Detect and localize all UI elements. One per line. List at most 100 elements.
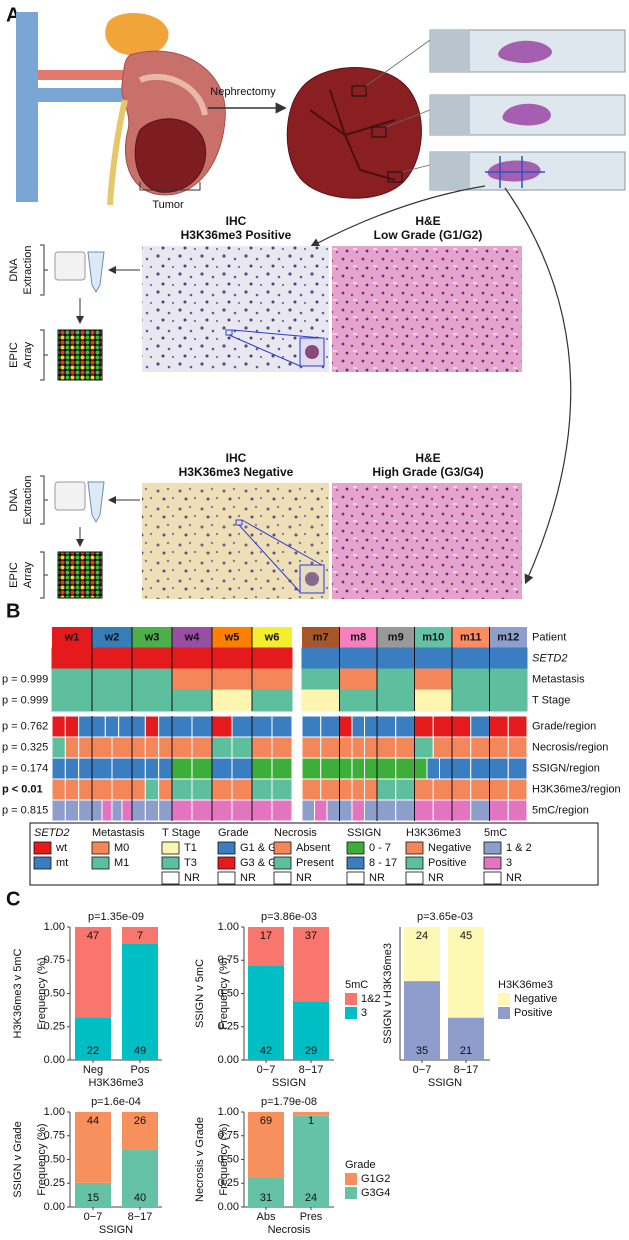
value-label: 42	[260, 1045, 272, 1057]
region-cell	[432, 799, 453, 822]
region-cell	[414, 715, 434, 738]
slide-label	[430, 152, 470, 190]
patient-cell	[339, 627, 377, 648]
legend-swatch	[346, 856, 365, 870]
region-cell	[191, 778, 213, 801]
value-label: 17	[260, 930, 272, 942]
region-cell	[91, 736, 113, 759]
region-cell	[131, 715, 146, 738]
legend-label: G1G2	[361, 1173, 390, 1185]
region-cell	[131, 757, 146, 780]
patient-name: m8	[350, 631, 366, 643]
patient-track-cell	[339, 689, 378, 712]
patient-track-cell	[376, 668, 415, 691]
region-cell	[171, 778, 193, 801]
region-cell	[144, 736, 160, 759]
resected-tumor	[286, 39, 431, 199]
region-cell	[470, 715, 490, 738]
region-cell	[351, 778, 365, 801]
bar-segment	[75, 1017, 111, 1060]
bar-segment	[248, 927, 284, 966]
region-cell	[364, 736, 378, 759]
legend-label: NR	[296, 872, 312, 884]
step-label: Nephrectomy	[210, 86, 276, 98]
region-cell	[191, 757, 213, 780]
region-cell	[171, 736, 193, 759]
legend-label: G3 & G4	[240, 857, 283, 869]
connector	[365, 39, 431, 173]
row-label: Metastasis	[532, 673, 585, 685]
region-cell	[211, 799, 233, 822]
region-cell	[351, 715, 365, 738]
patient-cell	[252, 627, 292, 648]
p-value: p = 0.325	[2, 741, 48, 753]
legend-label: mt	[56, 857, 68, 869]
bracket	[40, 551, 48, 599]
legend-swatch	[273, 841, 292, 855]
region-cell	[251, 799, 273, 822]
region-cell	[231, 715, 253, 738]
patient-track-cell	[451, 689, 490, 712]
value-label: 7	[137, 930, 143, 942]
patient-cell	[489, 627, 527, 648]
patient-track-cell	[414, 647, 453, 670]
tumor-label: Tumor	[152, 199, 184, 211]
region-cell	[364, 778, 378, 801]
region-cell	[376, 736, 397, 759]
region-cell	[451, 757, 472, 780]
y-tick-label: 1.00	[44, 1106, 65, 1118]
region-cell	[78, 799, 93, 822]
step-label: DNA	[8, 488, 20, 512]
bar-segment	[448, 927, 484, 1018]
x-tick-label: 0−7	[257, 1064, 276, 1076]
region-cell	[51, 799, 66, 822]
patient-track-cell	[251, 689, 293, 712]
legend-swatch	[345, 1173, 357, 1185]
chart-y-title: Necrosis v Grade	[194, 1117, 206, 1202]
x-axis-label: SSIGN	[428, 1077, 462, 1089]
region-cell	[211, 736, 233, 759]
value-label: 15	[87, 1192, 99, 1204]
region-cell	[91, 715, 106, 738]
patient-track-cell	[301, 668, 340, 691]
p-value: p = 0.174	[2, 762, 48, 774]
region-cell	[211, 715, 233, 738]
vein	[16, 12, 38, 202]
x-tick-label: Pos	[131, 1064, 150, 1076]
chart-title: p=3.86e-03	[261, 911, 317, 923]
region-cell	[231, 757, 253, 780]
region-cell	[376, 799, 397, 822]
region-cell	[211, 778, 233, 801]
row-label: T Stage	[532, 694, 570, 706]
region-cell	[271, 757, 293, 780]
value-label: 37	[305, 930, 317, 942]
legend-swatch	[161, 871, 180, 885]
x-tick-label: 0−7	[413, 1064, 432, 1076]
p-value: p = 0.815	[2, 804, 48, 816]
patient-track-cell	[131, 647, 173, 670]
patient-track-cell	[91, 647, 133, 670]
region-cell	[432, 715, 453, 738]
legend-label: 0 - 7	[369, 842, 391, 854]
legend-title: H3K36me3	[406, 827, 461, 839]
region-cell	[301, 799, 315, 822]
patient-name: w3	[144, 631, 160, 643]
patient-name: w1	[64, 631, 80, 643]
patient-track-cell	[301, 647, 340, 670]
image-subtitle: H3K36me3 Positive	[181, 228, 292, 242]
patient-cell	[414, 627, 452, 648]
legend-label: M0	[114, 842, 129, 854]
region-cell	[364, 757, 378, 780]
region-cell	[51, 778, 66, 801]
legend-title: SSIGN	[347, 827, 381, 839]
patient-cell	[212, 627, 252, 648]
cell	[305, 572, 319, 586]
region-cell	[251, 757, 273, 780]
legend-swatch	[91, 841, 110, 855]
y-tick-label: 0.75	[218, 1130, 239, 1142]
region-cell	[111, 799, 123, 822]
legend-swatch	[217, 856, 236, 870]
legend-label: NR	[428, 872, 444, 884]
region-cell	[507, 778, 528, 801]
kidney-illustration	[16, 12, 226, 206]
